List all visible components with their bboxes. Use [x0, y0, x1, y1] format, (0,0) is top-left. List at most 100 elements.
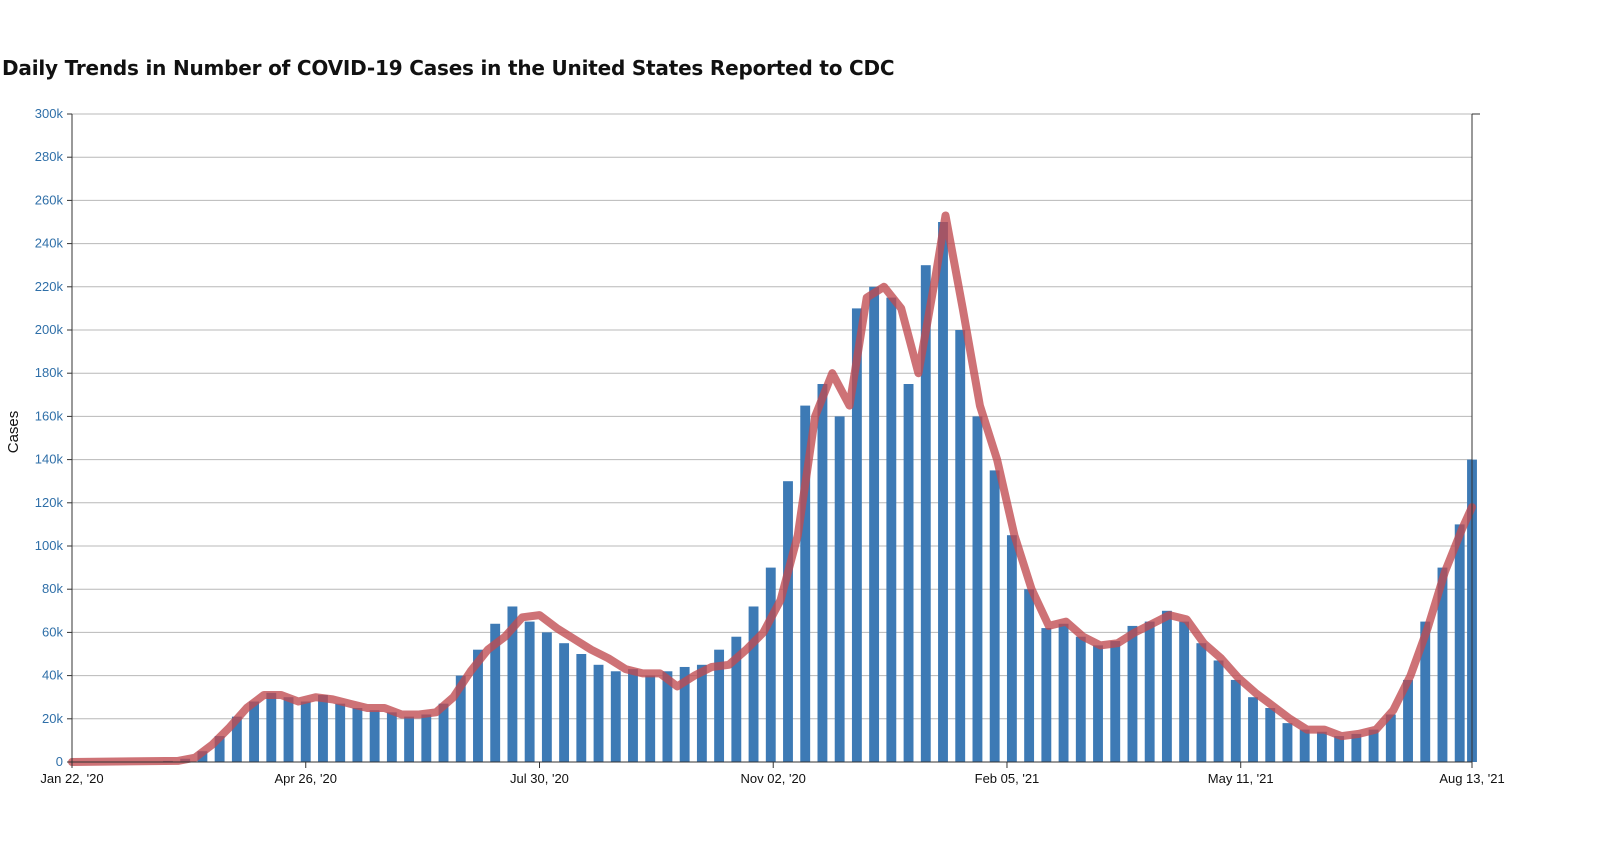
bar	[955, 330, 966, 762]
y-tick-label: 80k	[42, 581, 63, 596]
bar	[369, 710, 380, 762]
bar	[1437, 567, 1448, 762]
bar	[231, 716, 242, 762]
bar	[869, 286, 880, 762]
bar	[903, 384, 914, 762]
bar	[938, 222, 948, 762]
bar	[1127, 625, 1138, 762]
bar	[507, 606, 518, 762]
x-tick-label: May 11, '21	[1208, 771, 1274, 786]
bar	[765, 567, 776, 762]
y-tick-label: 140k	[35, 452, 64, 467]
bar	[731, 636, 742, 762]
bar	[438, 703, 449, 762]
bar	[404, 716, 415, 762]
bar	[834, 416, 845, 762]
bar	[1213, 660, 1224, 762]
bar	[576, 654, 587, 762]
y-tick-label: 160k	[35, 408, 64, 423]
bar	[266, 692, 277, 762]
bar	[1454, 524, 1465, 762]
y-tick-label: 60k	[42, 624, 63, 639]
bar	[1093, 645, 1103, 762]
bar	[851, 308, 862, 762]
bar	[1248, 697, 1258, 762]
y-tick-label: 100k	[35, 538, 64, 553]
bar	[559, 643, 570, 762]
bar	[714, 649, 725, 762]
bar	[1265, 708, 1276, 762]
bar	[1110, 641, 1121, 762]
bar	[1024, 589, 1035, 762]
x-tick-label: Feb 05, '21	[975, 771, 1040, 786]
bar	[696, 664, 707, 762]
bar-series	[163, 222, 1477, 762]
bar	[1041, 628, 1052, 762]
bar	[1351, 733, 1362, 762]
x-tick-label: Nov 02, '20	[741, 771, 806, 786]
y-tick-label: 260k	[35, 192, 64, 207]
y-tick-label: 280k	[35, 149, 64, 164]
bar	[455, 675, 466, 762]
bar	[800, 405, 811, 762]
bar	[1385, 714, 1396, 762]
x-tick-label: Aug 13, '21	[1439, 771, 1504, 786]
bar	[1368, 729, 1379, 762]
bar	[1334, 736, 1345, 762]
bar	[972, 416, 983, 762]
bar	[249, 701, 260, 762]
bar	[1006, 535, 1017, 762]
bar	[1144, 621, 1155, 762]
axes: 0 20k 40k 60k 80k 100k 120k 140k 160k 180k 200k 220…	[35, 106, 1505, 786]
y-axis-label: Cases	[5, 411, 22, 454]
bar	[524, 621, 535, 762]
bar	[541, 632, 552, 762]
bar	[214, 736, 225, 762]
bar	[1196, 643, 1207, 762]
y-tick-label: 20k	[42, 711, 63, 726]
bar	[490, 623, 501, 762]
bar	[473, 649, 483, 762]
bar	[335, 703, 346, 762]
bar	[989, 470, 1000, 762]
bar	[1161, 610, 1172, 762]
grid-lines	[72, 113, 1472, 763]
bar	[679, 666, 690, 762]
bar	[1282, 723, 1293, 762]
moving-average-line	[68, 211, 1476, 766]
bar	[645, 675, 656, 762]
y-tick-label: 240k	[35, 236, 64, 251]
bar	[1230, 679, 1241, 762]
bar	[593, 664, 604, 762]
bar	[1420, 621, 1431, 762]
x-tick-label: Apr 26, '20	[275, 771, 337, 786]
bar	[1179, 621, 1190, 762]
y-tick-label: 120k	[35, 495, 64, 510]
bar	[300, 701, 311, 762]
bar	[817, 384, 828, 762]
bar	[1299, 729, 1310, 762]
bar	[1058, 623, 1069, 762]
y-tick-label: 40k	[42, 668, 63, 683]
bar	[748, 606, 759, 762]
bar	[610, 671, 621, 762]
bar	[1316, 731, 1327, 762]
bar	[1403, 679, 1413, 762]
x-tick-label: Jul 30, '20	[510, 771, 569, 786]
bar	[628, 669, 638, 762]
bar	[283, 697, 294, 762]
y-tick-label: 180k	[35, 365, 64, 380]
bar	[662, 671, 673, 762]
bar	[352, 708, 363, 762]
bar	[386, 712, 397, 762]
y-tick-label: 220k	[35, 279, 64, 294]
y-tick-label: 200k	[35, 322, 64, 337]
y-tick-label: 0	[56, 754, 63, 769]
bar	[886, 297, 897, 762]
x-tick-label: Jan 22, '20	[40, 771, 103, 786]
bar	[421, 714, 432, 762]
bar	[318, 695, 328, 762]
y-tick-label: 300k	[35, 106, 64, 121]
chart-title: Daily Trends in Number of COVID-19 Cases…	[2, 56, 895, 80]
